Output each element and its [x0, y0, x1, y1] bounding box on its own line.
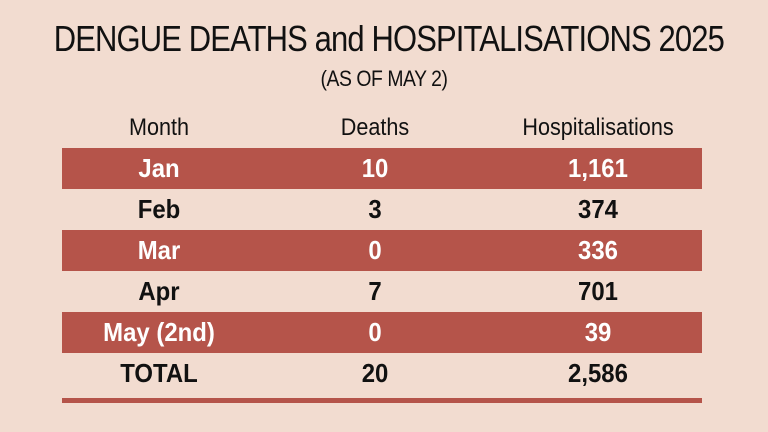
hospitalisations-cell: 1,161	[568, 153, 628, 183]
total-deaths: 20	[361, 358, 389, 388]
page-title: DENGUE DEATHS and HOSPITALISATIONS 2025	[53, 18, 725, 59]
table-header: Month Deaths Hospitalisations	[62, 108, 702, 148]
page-subtitle: (AS OF MAY 2)	[320, 66, 448, 91]
header-month: Month	[128, 114, 190, 141]
table-row: Apr 7 701	[62, 271, 702, 312]
month-cell: Jan	[138, 153, 180, 183]
deaths-cell: 7	[368, 276, 382, 306]
header-hospitalisations: Hospitalisations	[522, 114, 674, 141]
month-cell: Apr	[138, 276, 180, 306]
hospitalisations-cell: 701	[578, 276, 618, 306]
hospitalisations-cell: 39	[584, 317, 612, 347]
hospitalisations-cell: 336	[578, 235, 618, 265]
table-row: Jan 10 1,161	[62, 148, 702, 189]
total-label: TOTAL	[120, 358, 198, 388]
table-row: May (2nd) 0 39	[62, 312, 702, 353]
total-row: TOTAL 20 2,586	[62, 353, 702, 394]
bottom-rule	[62, 398, 702, 403]
data-table: Month Deaths Hospitalisations Jan 10 1,1…	[62, 108, 702, 394]
deaths-cell: 0	[368, 317, 382, 347]
table-row: Feb 3 374	[62, 189, 702, 230]
month-cell: Feb	[137, 194, 181, 224]
header-deaths: Deaths	[340, 114, 410, 141]
month-cell: May (2nd)	[103, 317, 215, 347]
deaths-cell: 0	[368, 235, 382, 265]
month-cell: Mar	[137, 235, 181, 265]
deaths-cell: 10	[361, 153, 389, 183]
deaths-cell: 3	[368, 194, 382, 224]
table-row: Mar 0 336	[62, 230, 702, 271]
hospitalisations-cell: 374	[578, 194, 618, 224]
total-hospitalisations: 2,586	[568, 358, 628, 388]
